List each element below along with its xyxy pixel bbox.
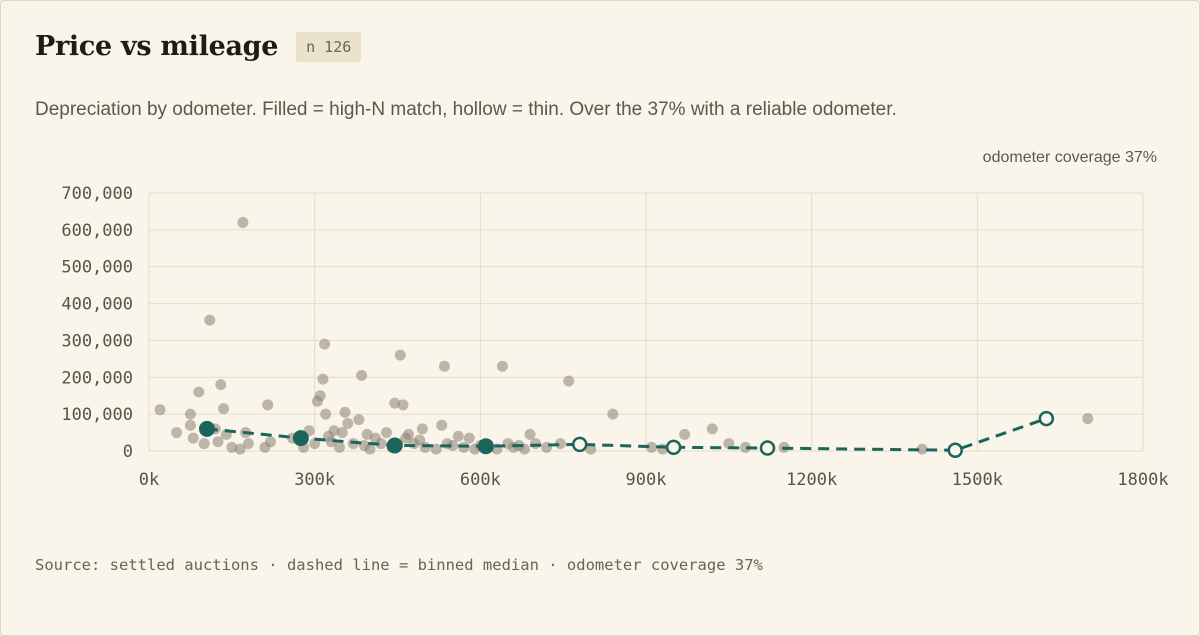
median-series: [198, 410, 1055, 459]
median-point-hollow: [665, 439, 682, 456]
data-point: [215, 379, 227, 391]
data-point: [212, 436, 224, 448]
data-point: [452, 430, 464, 442]
data-point: [353, 414, 365, 426]
data-point: [314, 390, 326, 402]
data-point: [916, 443, 928, 455]
data-point: [679, 428, 691, 440]
data-point: [154, 404, 166, 416]
data-point: [447, 439, 459, 451]
data-point: [334, 441, 346, 453]
data-point: [419, 441, 431, 453]
header: Price vs mileage n 126: [35, 31, 362, 62]
data-point: [171, 427, 183, 439]
data-point: [218, 403, 230, 415]
x-tick-label: 0k: [139, 470, 159, 490]
median-point-hollow: [571, 436, 588, 453]
y-axis: 0 100,000 200,000 300,000 400,000 500,000 600,…: [61, 184, 133, 462]
data-point: [463, 432, 475, 444]
data-point: [193, 386, 205, 398]
source-footer: Source: settled auctions · dashed line =…: [35, 556, 763, 574]
x-tick-label: 1500k: [952, 470, 1003, 490]
median-point-hollow: [947, 442, 963, 459]
data-point: [563, 375, 575, 387]
x-tick-label: 1200k: [786, 470, 837, 490]
y-tick-label: 300,000: [61, 331, 133, 351]
data-point: [361, 428, 373, 440]
median-point-filled: [198, 420, 215, 437]
scatter-chart: 0 100,000 200,000 300,000 400,000 500,000 600,…: [61, 184, 1169, 490]
sample-count-badge: n 126: [296, 31, 362, 62]
chart-subtitle: Depreciation by odometer. Filled = high-…: [35, 99, 897, 120]
x-tick-label: 300k: [294, 470, 335, 490]
data-point: [394, 349, 406, 361]
data-point: [264, 436, 276, 448]
x-tick-label: 900k: [626, 470, 667, 490]
data-point: [356, 369, 368, 381]
data-point: [328, 425, 340, 437]
data-point: [317, 373, 329, 385]
data-point: [187, 432, 199, 444]
data-point: [1082, 413, 1094, 425]
data-point: [336, 427, 348, 439]
data-point: [325, 436, 337, 448]
y-tick-label: 700,000: [61, 184, 133, 204]
data-point: [706, 423, 718, 435]
data-point: [403, 428, 415, 440]
data-point: [397, 399, 409, 411]
data-point: [607, 408, 619, 420]
data-point: [585, 443, 597, 455]
data-point: [496, 360, 508, 372]
median-point-hollow: [1038, 410, 1055, 427]
data-point: [436, 419, 448, 431]
data-point: [438, 360, 450, 372]
x-tick-label: 1800k: [1117, 470, 1168, 490]
data-point: [184, 408, 196, 420]
data-point: [380, 427, 392, 439]
x-tick-label: 600k: [460, 470, 501, 490]
y-tick-label: 600,000: [61, 221, 133, 241]
median-point-filled: [386, 437, 403, 454]
data-point: [530, 438, 542, 450]
data-point: [204, 314, 216, 326]
chart-title: Price vs mileage: [35, 31, 279, 62]
data-point: [389, 397, 401, 409]
data-point: [364, 443, 376, 455]
y-tick-label: 500,000: [61, 258, 133, 278]
data-point: [242, 438, 254, 450]
y-tick-label: 100,000: [61, 405, 133, 425]
scatter-points: [154, 216, 1094, 455]
y-tick-label: 400,000: [61, 295, 133, 315]
coverage-label: odometer coverage 37%: [982, 149, 1157, 166]
data-point: [375, 438, 387, 450]
data-point: [739, 441, 751, 453]
data-point: [262, 399, 274, 411]
data-point: [646, 441, 658, 453]
data-point: [430, 443, 442, 455]
data-point: [234, 443, 246, 455]
median-point-filled: [292, 430, 309, 447]
median-line: [206, 417, 1047, 452]
data-point: [319, 338, 331, 350]
x-axis: 0k 300k 600k 900k 1200k 1500k 1800k: [139, 470, 1169, 490]
y-tick-label: 0: [123, 442, 133, 462]
data-point: [184, 419, 196, 431]
data-point: [524, 428, 536, 440]
data-point: [320, 408, 332, 420]
median-point-hollow: [759, 440, 776, 456]
grid: [148, 192, 1144, 452]
median-point-filled: [477, 438, 494, 455]
y-tick-label: 200,000: [61, 368, 133, 388]
data-point: [226, 441, 238, 453]
data-point: [342, 417, 354, 429]
data-point: [554, 438, 566, 450]
data-point: [237, 216, 249, 228]
data-point: [198, 438, 210, 450]
data-point: [416, 423, 428, 435]
data-point: [339, 406, 351, 418]
